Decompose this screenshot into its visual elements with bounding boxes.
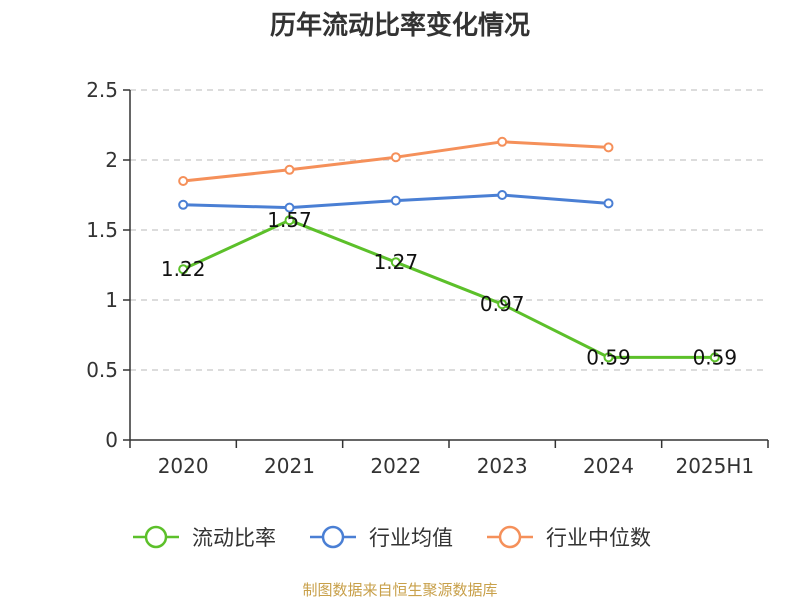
y-axis-ticks: 0 0.5 1 1.5 2 2.5: [86, 78, 130, 452]
legend-marker: [498, 525, 522, 549]
x-tick-label: 2025H1: [675, 454, 754, 478]
data-point[interactable]: [497, 190, 508, 200]
x-tick-label: 2022: [370, 454, 421, 478]
data-point[interactable]: [603, 142, 614, 153]
axes: [129, 90, 768, 441]
data-point[interactable]: [709, 352, 720, 363]
data-point[interactable]: [603, 352, 614, 363]
data-point[interactable]: [178, 264, 189, 275]
x-axis-ticks: 2020 2021 2022 2023 2024 2025H1: [129, 440, 769, 478]
y-tick-label: 0: [105, 428, 118, 452]
y-tick-label: 1.5: [86, 218, 118, 242]
data-label: 0.59: [586, 345, 631, 369]
data-point[interactable]: [284, 202, 295, 213]
legend-item-2[interactable]: 行业中位数: [487, 525, 651, 550]
data-point[interactable]: [390, 152, 401, 163]
data-label: 1.57: [267, 208, 312, 232]
legend-marker: [321, 525, 345, 549]
data-label: 1.22: [161, 257, 206, 281]
x-tick-label: 2023: [477, 454, 528, 478]
legend-item-0[interactable]: 流动比率: [133, 525, 276, 550]
legend-label: 流动比率: [192, 526, 276, 550]
grid-lines: [130, 89, 768, 371]
legend-item-1[interactable]: 行业均值: [310, 525, 453, 550]
x-tick-label: 2024: [583, 454, 634, 478]
y-tick-label: 1: [105, 288, 118, 312]
data-label: 0.97: [480, 292, 525, 316]
source-note: 制图数据来自恒生聚源数据库: [302, 581, 497, 599]
data-point[interactable]: [178, 199, 189, 210]
y-tick-label: 2: [105, 148, 118, 172]
data-point[interactable]: [178, 176, 189, 186]
chart-title: 历年流动比率变化情况: [270, 10, 530, 41]
series-layer: [178, 136, 720, 363]
data-point[interactable]: [390, 257, 401, 268]
data-label: 0.59: [693, 345, 738, 369]
y-tick-label: 0.5: [86, 358, 118, 382]
data-label: 1.27: [374, 250, 419, 274]
data-point[interactable]: [497, 136, 508, 147]
series-line-0: [181, 218, 717, 359]
legend-marker: [144, 525, 168, 549]
data-labels: 1.22 1.57 1.27 0.97 0.59 0.59: [161, 208, 737, 369]
data-point[interactable]: [497, 299, 508, 310]
y-tick-label: 2.5: [86, 78, 118, 102]
data-point[interactable]: [603, 198, 614, 209]
data-point[interactable]: [284, 164, 295, 175]
legend[interactable]: 流动比率 行业均值 行业中位数: [133, 525, 651, 550]
x-tick-label: 2020: [158, 454, 209, 478]
data-point[interactable]: [284, 215, 295, 226]
legend-label: 行业均值: [369, 526, 453, 550]
data-point[interactable]: [390, 195, 401, 206]
legend-label: 行业中位数: [546, 526, 651, 550]
x-tick-label: 2021: [264, 454, 315, 478]
